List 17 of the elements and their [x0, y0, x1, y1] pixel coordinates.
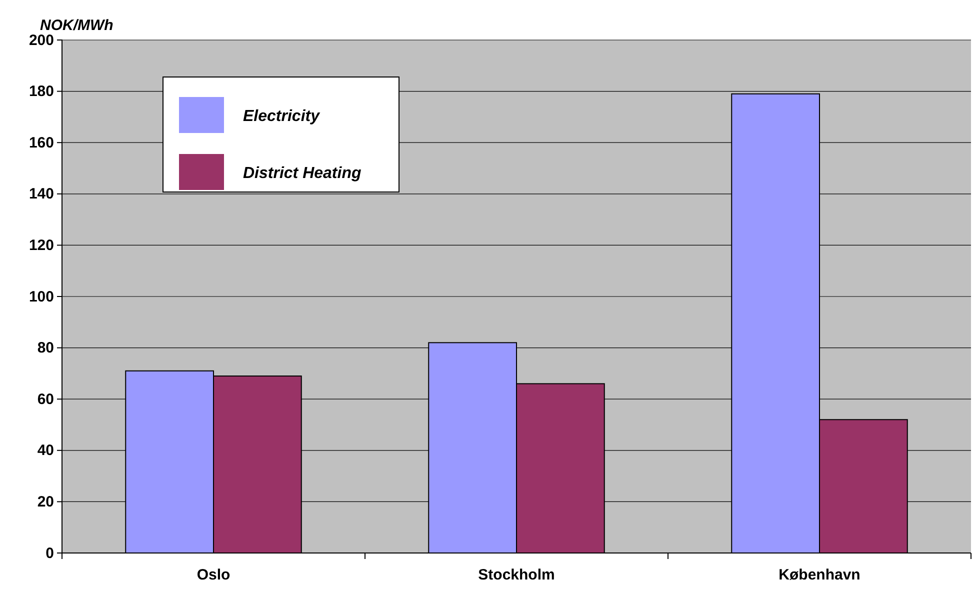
y-tick-label: 100 — [28, 288, 54, 306]
y-tick-label: 40 — [37, 442, 54, 460]
y-tick-label: 200 — [28, 32, 54, 49]
y-tick-label: 80 — [37, 340, 54, 357]
x-tick-label: Oslo — [196, 566, 230, 584]
y-tick-label: 0 — [46, 544, 54, 562]
y-tick-label: 180 — [28, 83, 54, 100]
x-tick-label: Stockholm — [478, 566, 555, 584]
y-axis-title: NOK/MWh — [40, 17, 114, 34]
y-tick-label: 60 — [37, 390, 54, 408]
legend-label: Electricity — [243, 108, 321, 125]
y-tick-label: 140 — [28, 186, 54, 203]
y-tick-label: 120 — [28, 237, 54, 254]
y-tick-label: 20 — [37, 494, 54, 510]
x-tick-label: København — [778, 566, 860, 584]
legend-label: District Heating — [243, 165, 362, 182]
y-tick-label: 160 — [28, 134, 54, 152]
